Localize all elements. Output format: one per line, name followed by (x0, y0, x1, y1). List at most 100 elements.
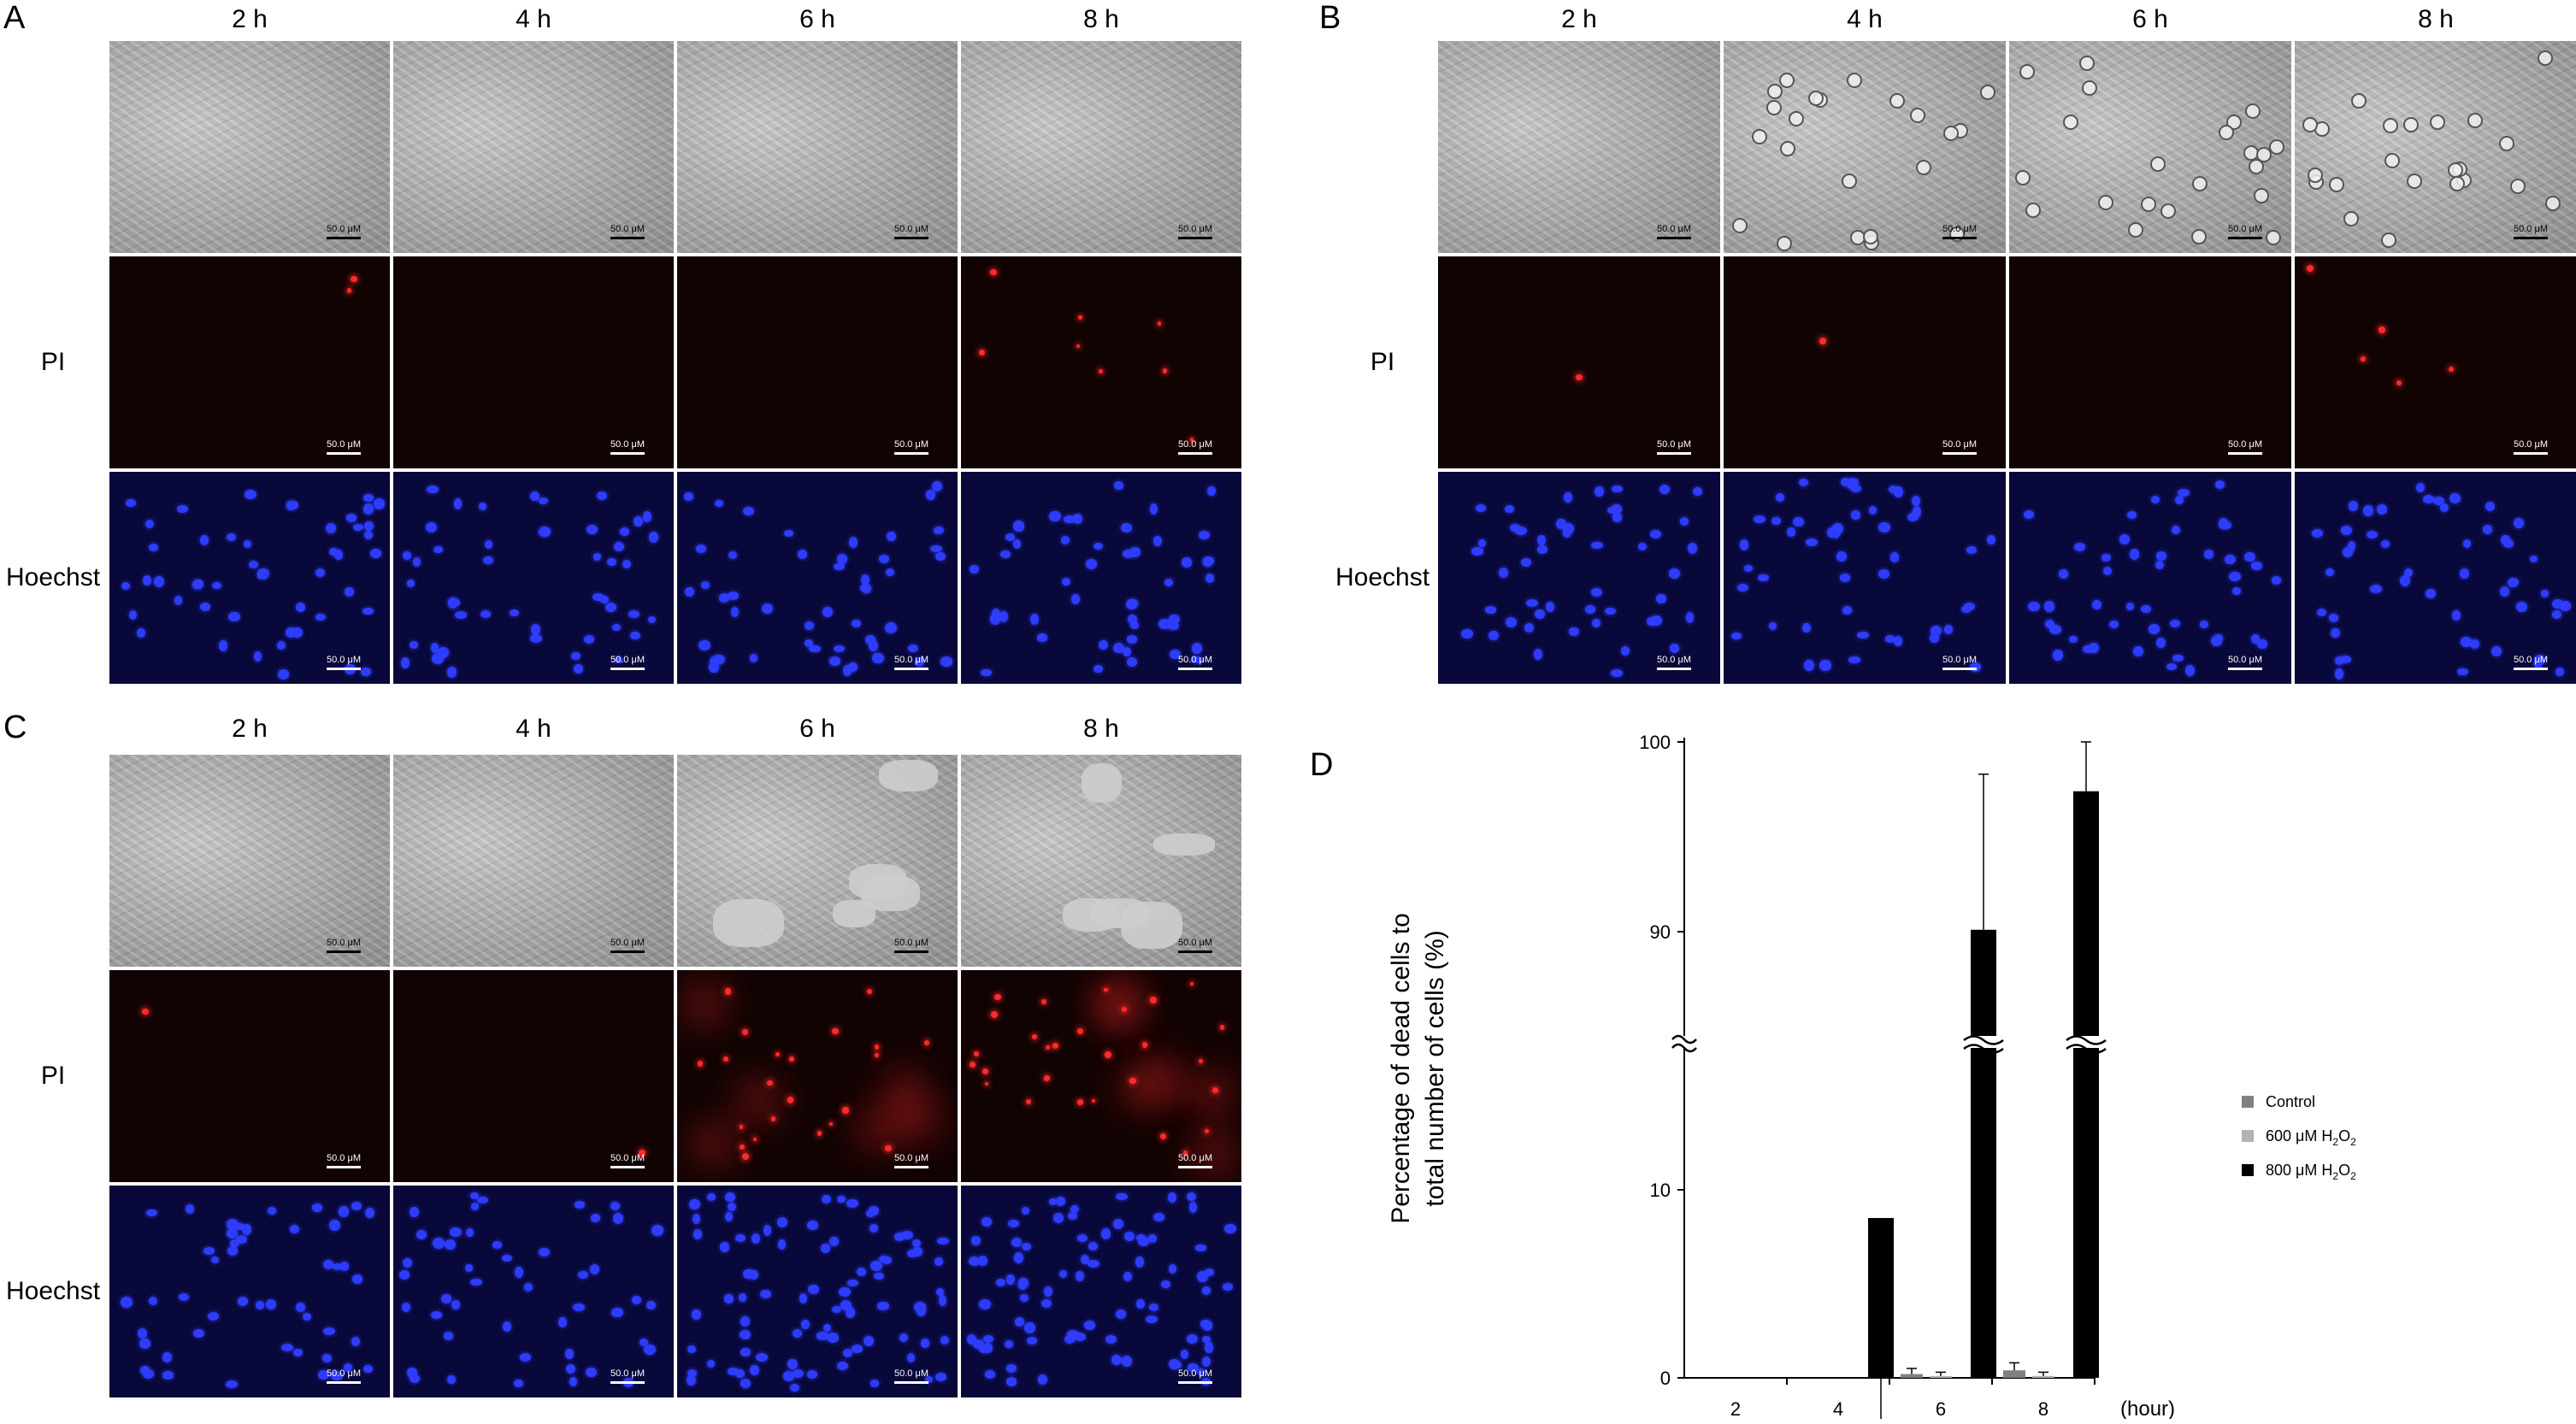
scale-bar-label: 50.0 μM (894, 439, 928, 450)
scale-bar-label: 50.0 μM (610, 1368, 645, 1379)
scale-bar: 50.0 μM (2228, 440, 2262, 455)
time-label-b-3: 6 h (2132, 5, 2168, 33)
scale-bar-line (1178, 237, 1212, 239)
scale-bar-label: 50.0 μM (610, 1153, 645, 1163)
pi-stain-image: 50.0 μM (393, 970, 674, 1182)
pi-stain-image: 50.0 μM (961, 256, 1241, 468)
scale-bar: 50.0 μM (610, 1154, 645, 1168)
time-label-a-2: 4 h (516, 5, 551, 33)
scale-bar: 50.0 μM (2228, 656, 2262, 670)
scale-bar: 50.0 μM (327, 939, 361, 953)
scale-bar-label: 50.0 μM (1178, 938, 1212, 948)
time-label-b-2: 4 h (1847, 5, 1883, 33)
scale-bar-line (610, 237, 645, 239)
pi-stain-image: 50.0 μM (677, 256, 958, 468)
phase-contrast-image: 50.0 μM (961, 41, 1241, 253)
scale-bar: 50.0 μM (327, 1154, 361, 1168)
scale-bar: 50.0 μM (1178, 440, 1212, 455)
hoechst-stain-image: 50.0 μM (109, 472, 390, 684)
scale-bar-line (2228, 237, 2262, 239)
row-label-b-pi: PI (1370, 348, 1395, 376)
time-label-c-2: 4 h (516, 715, 551, 743)
scale-bar: 50.0 μM (1942, 440, 1977, 455)
scale-bar: 50.0 μM (610, 225, 645, 239)
y-axis-label: total number of cells (%) (1421, 930, 1449, 1206)
pi-stain-image: 50.0 μM (393, 256, 674, 468)
phase-contrast-image: 50.0 μM (2295, 41, 2576, 253)
scale-bar-line (327, 950, 361, 953)
time-label-a-1: 2 h (232, 5, 268, 33)
bar (2032, 1375, 2054, 1378)
legend-swatch (2242, 1164, 2254, 1176)
scale-bar-label: 50.0 μM (610, 439, 645, 450)
scale-bar: 50.0 μM (894, 225, 928, 239)
panel-label-a: A (3, 0, 26, 36)
scale-bar-label: 50.0 μM (1657, 224, 1691, 234)
panel-label-d: D (1310, 747, 1334, 783)
row-label-a-hoechst: Hoechst (5, 563, 101, 591)
scale-bar-line (1942, 237, 1977, 239)
scale-bar-line (1178, 452, 1212, 455)
scale-bar-label: 50.0 μM (1178, 224, 1212, 234)
axis-break-mark (1671, 1034, 1697, 1044)
scale-bar-label: 50.0 μM (327, 938, 361, 948)
scale-bar-label: 50.0 μM (1942, 655, 1977, 665)
phase-contrast-image: 50.0 μM (677, 755, 958, 967)
scale-bar-line (894, 452, 928, 455)
scale-bar-line (2228, 452, 2262, 455)
pi-stain-image: 50.0 μM (2295, 256, 2576, 468)
x-tick-label: 2 (1730, 1398, 1741, 1419)
x-tick-label: 4 (1833, 1398, 1843, 1419)
scale-bar-line (1942, 668, 1977, 670)
scale-bar-label: 50.0 μM (327, 655, 361, 665)
scale-bar: 50.0 μM (327, 440, 361, 455)
phase-contrast-image: 50.0 μM (109, 41, 390, 253)
scale-bar-label: 50.0 μM (894, 1153, 928, 1163)
phase-contrast-image: 50.0 μM (109, 755, 390, 967)
scale-bar-label: 50.0 μM (327, 224, 361, 234)
scale-bar-label: 50.0 μM (610, 224, 645, 234)
pi-stain-image: 50.0 μM (2009, 256, 2291, 468)
phase-contrast-image: 50.0 μM (393, 755, 674, 967)
scale-bar-label: 50.0 μM (1178, 1368, 1212, 1379)
pi-stain-image: 50.0 μM (109, 256, 390, 468)
x-axis-label: (hour) (2120, 1398, 2175, 1419)
scale-bar-label: 50.0 μM (610, 938, 645, 948)
scale-bar-label: 50.0 μM (1178, 1153, 1212, 1163)
bar (1901, 1374, 1923, 1378)
scale-bar-line (894, 950, 928, 953)
scale-bar: 50.0 μM (894, 1154, 928, 1168)
y-tick-label: 90 (1650, 921, 1671, 943)
scale-bar-label: 50.0 μM (1942, 439, 1977, 450)
panel-label-b: B (1319, 0, 1341, 36)
scale-bar-line (327, 237, 361, 239)
scale-bar-line (2228, 668, 2262, 670)
scale-bar-label: 50.0 μM (894, 938, 928, 948)
scale-bar: 50.0 μM (610, 939, 645, 953)
row-label-c-hoechst: Hoechst (5, 1277, 101, 1305)
scale-bar-label: 50.0 μM (1178, 439, 1212, 450)
hoechst-stain-image: 50.0 μM (109, 1186, 390, 1398)
scale-bar-line (894, 1166, 928, 1168)
scale-bar-line (610, 950, 645, 953)
hoechst-stain-image: 50.0 μM (1724, 472, 2006, 684)
pi-stain-image: 50.0 μM (1724, 256, 2006, 468)
hoechst-stain-image: 50.0 μM (961, 1186, 1241, 1398)
scale-bar: 50.0 μM (610, 1369, 645, 1384)
pi-stain-image: 50.0 μM (677, 970, 958, 1182)
scale-bar-line (894, 1381, 928, 1384)
y-tick-label: 10 (1650, 1180, 1671, 1201)
hoechst-stain-image: 50.0 μM (393, 472, 674, 684)
time-label-c-1: 2 h (232, 715, 268, 743)
scale-bar: 50.0 μM (2514, 225, 2548, 239)
pi-stain-image: 50.0 μM (961, 970, 1241, 1182)
row-label-a-pi: PI (40, 348, 66, 376)
bar-break-mark (1963, 1044, 2004, 1054)
scale-bar-label: 50.0 μM (1178, 655, 1212, 665)
phase-contrast-image: 50.0 μM (677, 41, 958, 253)
time-label-b-4: 8 h (2418, 5, 2454, 33)
scale-bar-label: 50.0 μM (894, 1368, 928, 1379)
scale-bar-line (1657, 668, 1691, 670)
hoechst-stain-image: 50.0 μM (677, 472, 958, 684)
scale-bar-label: 50.0 μM (1657, 439, 1691, 450)
